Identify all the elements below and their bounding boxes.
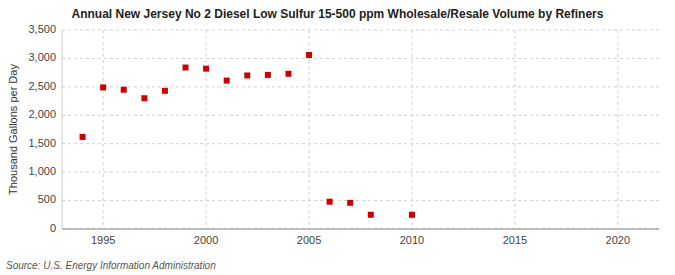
point	[409, 212, 415, 218]
point	[203, 66, 209, 72]
point	[100, 84, 106, 90]
x-tick-label: 2010	[400, 234, 424, 246]
y-axis-line	[62, 30, 63, 229]
y-tick-label: 1,000	[28, 165, 56, 177]
grid-line-y	[62, 200, 659, 201]
point	[80, 134, 86, 140]
point	[306, 52, 312, 58]
grid-line-y	[62, 143, 659, 144]
y-tick-label: 2,000	[28, 108, 56, 120]
point	[285, 71, 291, 77]
x-axis-line	[62, 229, 659, 230]
point	[183, 65, 189, 71]
y-tick-label: 1,500	[28, 137, 56, 149]
grid-line-y	[62, 172, 659, 173]
x-tick-label: 2015	[503, 234, 527, 246]
y-tick-label: 2,500	[28, 80, 56, 92]
x-tick-label: 2005	[297, 234, 321, 246]
y-tick-label: 3,000	[28, 51, 56, 63]
grid-line-x	[514, 30, 515, 229]
point	[141, 95, 147, 101]
axes: 0 500 1,000 1,500 2,000 2,500 3,000 3,500 1995 20…	[28, 23, 659, 246]
point	[327, 199, 333, 205]
grid-line-y	[62, 30, 659, 31]
point	[121, 87, 127, 93]
point	[368, 212, 374, 218]
grid-line-y	[62, 115, 659, 116]
grid-line-y	[62, 58, 659, 59]
point	[265, 72, 271, 78]
point	[224, 78, 230, 84]
y-axis-title: Thousand Gallons per Day	[7, 64, 19, 195]
title: Annual New Jersey No 2 Diesel Low Sulfur…	[72, 7, 604, 21]
chart-container: 0 500 1,000 1,500 2,000 2,500 3,000 3,500 1995 20…	[0, 0, 675, 275]
x-tick-label: 1995	[91, 234, 115, 246]
chart: 0 500 1,000 1,500 2,000 2,500 3,000 3,500 1995 20…	[0, 0, 675, 275]
grid-line-x	[617, 30, 618, 229]
grid-line-x	[309, 30, 310, 229]
source-note: Source: U.S. Energy Information Administ…	[6, 260, 216, 271]
point	[347, 200, 353, 206]
y-tick-label: 0	[50, 222, 56, 234]
y-tick-label: 3,500	[28, 23, 56, 35]
grid-line-x	[103, 30, 104, 229]
grid-line-x	[206, 30, 207, 229]
x-tick-label: 2020	[606, 234, 630, 246]
grid-line-y	[62, 229, 659, 230]
points	[80, 52, 415, 218]
grid-line-y	[62, 86, 659, 87]
point	[162, 88, 168, 94]
y-tick-label: 500	[38, 193, 56, 205]
x-tick-label: 2000	[194, 234, 218, 246]
grid-line-x	[411, 30, 412, 229]
point	[244, 72, 250, 78]
grid	[62, 30, 659, 229]
